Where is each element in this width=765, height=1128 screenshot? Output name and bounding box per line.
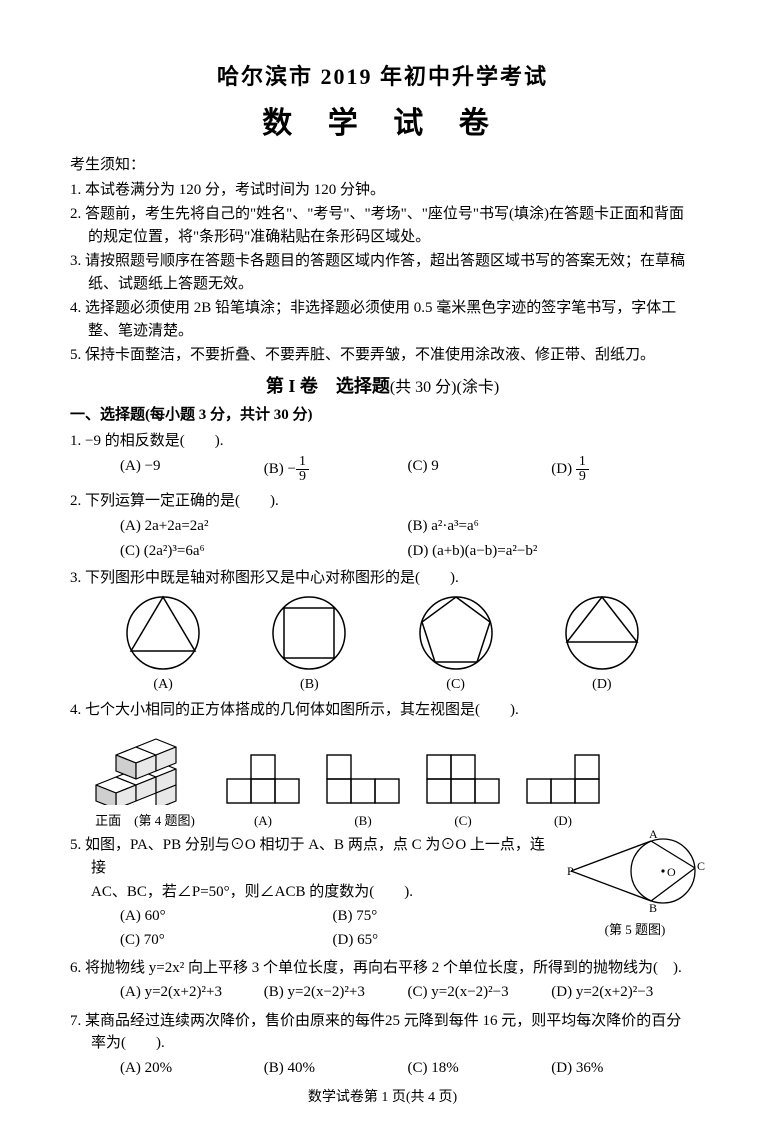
q1-opt-a: (A) −9: [120, 455, 264, 484]
part-heading: 一、选择题(每小题 3 分，共计 30 分): [70, 404, 695, 427]
q5-figure: P A B O C (第 5 题图): [565, 828, 705, 939]
exam-header: 哈尔滨市 2019 年初中升学考试: [70, 60, 695, 93]
q4-opt-b: (B): [326, 753, 400, 830]
circle-pentagon-icon: [416, 594, 496, 672]
q7-opt-a: (A) 20%: [120, 1057, 264, 1080]
q1-options: (A) −9 (B) −19 (C) 9 (D) 19: [70, 455, 695, 484]
q5-opt-c: (C) 70°: [120, 929, 333, 952]
notice-item: 2. 答题前，考生先将自己的"姓名"、"考号"、"考场"、"座位号"书写(填涂)…: [70, 203, 695, 248]
q6-options: (A) y=2(x+2)²+3 (B) y=2(x−2)²+3 (C) y=2(…: [70, 981, 695, 1004]
q3-fig-c: (C): [416, 594, 496, 695]
q4-opt-a: (A): [226, 753, 300, 830]
q5-opt-b: (B) 75°: [333, 905, 546, 928]
notice-item: 1. 本试卷满分为 120 分，考试时间为 120 分钟。: [70, 179, 695, 202]
cubes-3d-icon: [90, 727, 200, 805]
q7-options: (A) 20% (B) 40% (C) 18% (D) 36%: [70, 1057, 695, 1080]
q4-opt-c: (C): [426, 753, 500, 830]
q3-fig-b: (B): [269, 594, 349, 695]
q7-opt-d: (D) 36%: [551, 1057, 695, 1080]
q3-stem: 3. 下列图形中既是轴对称图形又是中心对称图形的是( ).: [70, 567, 695, 590]
circle-triangle2-icon: [562, 594, 642, 672]
q2-options: (A) 2a+2a=2a² (B) a²·a³=a⁶ (C) (2a²)³=6a…: [70, 514, 695, 563]
fraction-icon: 19: [576, 455, 589, 484]
q6-opt-b: (B) y=2(x−2)²+3: [264, 981, 408, 1004]
q3-fig-a: (A): [123, 594, 203, 695]
notice-item: 4. 选择题必须使用 2B 铅笔填涂；非选择题必须使用 0.5 毫米黑色字迹的签…: [70, 297, 695, 342]
q7-opt-b: (B) 40%: [264, 1057, 408, 1080]
q4-3d-fig: 正面 (第 4 题图): [90, 727, 200, 830]
q6-opt-c: (C) y=2(x−2)²−3: [408, 981, 552, 1004]
tangent-circle-icon: P A B O C: [565, 828, 705, 914]
q5-opt-d: (D) 65°: [333, 929, 546, 952]
q5-block: P A B O C (第 5 题图) 5. 如图，PA、PB 分别与⊙O 相切于…: [70, 834, 695, 953]
q7-opt-c: (C) 18%: [408, 1057, 552, 1080]
q1-opt-c: (C) 9: [408, 455, 552, 484]
q1-opt-d: (D) 19: [551, 455, 695, 484]
q5-opt-a: (A) 60°: [120, 905, 333, 928]
svg-text:A: A: [649, 828, 658, 841]
view-b-icon: [326, 753, 400, 805]
q4-opt-d: (D): [526, 753, 600, 830]
q3-fig-d: (D): [562, 594, 642, 695]
section-heading: 第 I 卷 选择题(共 30 分)(涂卡): [70, 373, 695, 400]
q4-stem: 4. 七个大小相同的正方体搭成的几何体如图所示，其左视图是( ).: [70, 699, 695, 722]
fraction-icon: 19: [296, 455, 309, 484]
circle-square-icon: [269, 594, 349, 672]
view-c-icon: [426, 753, 500, 805]
circle-triangle-icon: [123, 594, 203, 672]
q6-stem: 6. 将抛物线 y=2x² 向上平移 3 个单位长度，再向右平移 2 个单位长度…: [70, 957, 695, 980]
exam-title: 数 学 试 卷: [70, 101, 695, 146]
page-footer: 数学试卷第 1 页(共 4 页): [70, 1087, 695, 1108]
notice-item: 5. 保持卡面整洁，不要折叠、不要弄脏、不要弄皱，不准使用涂改液、修正带、刮纸刀…: [70, 344, 695, 367]
svg-text:P: P: [567, 864, 574, 878]
q2-opt-a: (A) 2a+2a=2a²: [120, 515, 408, 538]
notice-heading: 考生须知：: [70, 154, 695, 177]
q2-stem: 2. 下列运算一定正确的是( ).: [70, 490, 695, 513]
svg-text:C: C: [697, 859, 705, 873]
q1-opt-b: (B) −19: [264, 455, 408, 484]
section-sub: (共 30 分)(涂卡): [390, 379, 499, 396]
q4-figures: 正面 (第 4 题图) (A): [70, 727, 695, 830]
exam-page: 哈尔滨市 2019 年初中升学考试 数 学 试 卷 考生须知： 1. 本试卷满分…: [0, 0, 765, 1128]
section-main: 第 I 卷 选择题: [266, 376, 390, 396]
svg-text:O: O: [667, 865, 676, 879]
q2-opt-b: (B) a²·a³=a⁶: [408, 515, 696, 538]
view-a-icon: [226, 753, 300, 805]
q6-opt-a: (A) y=2(x+2)²+3: [120, 981, 264, 1004]
q1-stem: 1. −9 的相反数是( ).: [70, 430, 695, 453]
q2-opt-c: (C) (2a²)³=6a⁶: [120, 540, 408, 563]
view-d-icon: [526, 753, 600, 805]
svg-text:B: B: [649, 901, 657, 914]
q2-opt-d: (D) (a+b)(a−b)=a²−b²: [408, 540, 696, 563]
notice-item: 3. 请按照题号顺序在答题卡各题目的答题区域内作答，超出答题区域书写的答案无效；…: [70, 250, 695, 295]
q6-opt-d: (D) y=2(x+2)²−3: [551, 981, 695, 1004]
q7-stem: 7. 某商品经过连续两次降价，售价由原来的每件25 元降到每件 16 元，则平均…: [70, 1010, 695, 1055]
q3-figures: (A) (B) (C) (D): [70, 594, 695, 695]
